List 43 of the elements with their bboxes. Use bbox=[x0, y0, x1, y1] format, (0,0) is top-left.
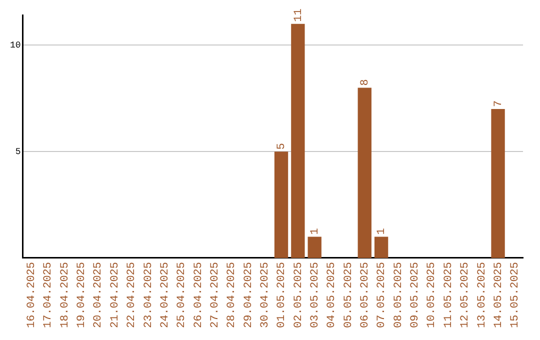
x-tick-label: 27.04.2025 bbox=[209, 262, 222, 328]
x-tick-label: 26.04.2025 bbox=[192, 262, 205, 328]
x-tick-label: 14.05.2025 bbox=[492, 262, 505, 328]
data-label: 8 bbox=[360, 79, 372, 86]
y-tick-label: 10 bbox=[10, 40, 21, 51]
x-tick-label: 29.04.2025 bbox=[242, 262, 255, 328]
x-tick-label: 30.04.2025 bbox=[259, 262, 272, 328]
x-tick-label: 09.05.2025 bbox=[410, 262, 422, 328]
x-tick-label: 22.04.2025 bbox=[126, 262, 138, 328]
data-label: 5 bbox=[276, 142, 288, 150]
bar bbox=[374, 236, 388, 258]
x-tick-label: 18.04.2025 bbox=[59, 262, 72, 328]
x-tick-label: 03.05.2025 bbox=[310, 262, 322, 328]
x-tick-label: 16.04.2025 bbox=[26, 262, 38, 328]
data-label: 11 bbox=[292, 8, 305, 22]
x-tick-label: 04.05.2025 bbox=[326, 262, 338, 328]
x-tick-label: 10.05.2025 bbox=[426, 262, 438, 328]
x-tick-label: 06.05.2025 bbox=[360, 262, 372, 328]
x-tick-label: 15.05.2025 bbox=[510, 262, 522, 328]
x-tick-label: 02.05.2025 bbox=[292, 262, 305, 328]
data-label: 1 bbox=[310, 228, 322, 235]
x-tick-label: 11.05.2025 bbox=[442, 262, 455, 328]
bar bbox=[291, 24, 305, 258]
x-tick-label: 17.04.2025 bbox=[42, 262, 55, 328]
x-tick-label: 08.05.2025 bbox=[392, 262, 405, 328]
x-tick-label: 19.04.2025 bbox=[76, 262, 88, 328]
x-tick-label: 01.05.2025 bbox=[276, 262, 288, 328]
bar bbox=[358, 88, 372, 258]
data-label: 7 bbox=[492, 100, 505, 108]
x-tick-label: 28.04.2025 bbox=[226, 262, 238, 328]
data-label: 1 bbox=[376, 228, 388, 235]
x-tick-label: 13.05.2025 bbox=[476, 262, 488, 328]
bar bbox=[308, 236, 322, 258]
x-tick-label: 05.05.2025 bbox=[342, 262, 355, 328]
bar bbox=[274, 152, 288, 258]
x-tick-label: 20.04.2025 bbox=[92, 262, 105, 328]
x-tick-label: 24.04.2025 bbox=[159, 262, 172, 328]
x-tick-label: 25.04.2025 bbox=[176, 262, 188, 328]
x-tick-label: 12.05.2025 bbox=[460, 262, 472, 328]
bar bbox=[491, 109, 505, 258]
x-tick-label: 21.04.2025 bbox=[109, 262, 122, 328]
x-tick-label: 07.05.2025 bbox=[376, 262, 388, 328]
x-tick-label: 23.04.2025 bbox=[142, 262, 155, 328]
